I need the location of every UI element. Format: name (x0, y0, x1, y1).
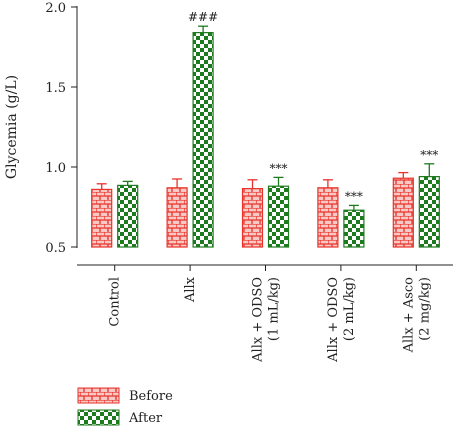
x-category-label: Allx + ODSO (326, 277, 341, 363)
y-tick-label: 1.5 (45, 81, 66, 96)
x-category-label: Allx + Asco (401, 277, 416, 354)
legend: Before After (77, 387, 173, 426)
x-category-labels: Control Allx Allx + ODSO (1 mL/kg) Allx + OD… (108, 265, 432, 363)
significance-annotation: *** (345, 189, 363, 203)
x-category-label: Control (108, 277, 123, 327)
significance-annotation: ### (188, 10, 218, 24)
bar-before-1 (166, 187, 188, 248)
x-category-label: (1 mL/kg) (267, 277, 282, 341)
y-ticks: 0.5 1.0 1.5 2.0 (45, 1, 77, 256)
bar-before-0 (91, 188, 113, 248)
bar-after-2 (267, 185, 290, 248)
bar-after-1 (192, 31, 214, 248)
significance-annotation: *** (270, 161, 288, 175)
bar-after-4 (418, 176, 440, 248)
y-tick-label: 0.5 (45, 241, 66, 256)
y-axis-title: Glycemia (g/L) (4, 75, 20, 179)
significance-annotation: *** (420, 148, 438, 162)
x-category-label: (2 mg/kg) (417, 277, 432, 341)
legend-label-before: Before (129, 389, 173, 404)
legend-swatch-after (77, 409, 120, 426)
x-category-label: Allx + ODSO (251, 277, 266, 363)
bars: ### *** *** *** (91, 10, 440, 248)
bar-before-4 (392, 177, 414, 248)
x-category-label: Allx (183, 276, 198, 303)
x-category-label: (2 mL/kg) (342, 277, 357, 341)
bar-before-2 (241, 188, 264, 248)
y-tick-label: 1.0 (45, 161, 66, 176)
bar-after-3 (343, 209, 365, 248)
legend-swatch-before (77, 387, 120, 404)
y-tick-label: 2.0 (45, 1, 66, 16)
bar-before-3 (317, 187, 339, 248)
bar-after-0 (117, 184, 139, 248)
legend-label-after: After (128, 411, 163, 426)
